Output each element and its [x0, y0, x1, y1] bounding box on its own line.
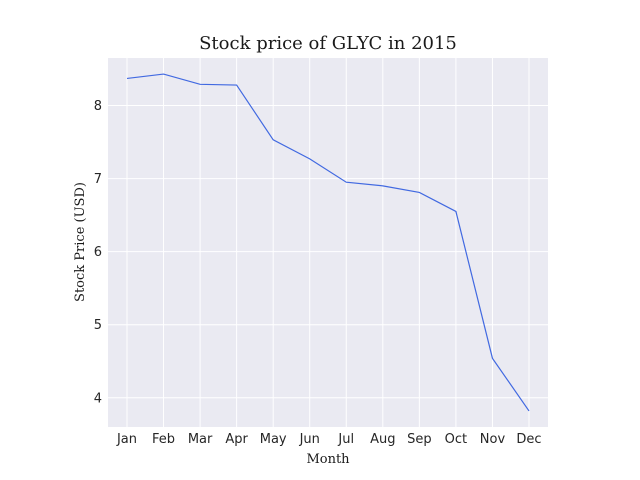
x-tick-label: Oct: [445, 432, 467, 447]
x-tick-label: Feb: [152, 432, 175, 447]
y-tick-label: 4: [94, 391, 102, 406]
y-gridlines: [108, 104, 548, 399]
x-tick-label: Jan: [116, 432, 137, 447]
x-gridlines: [126, 58, 530, 427]
x-tick-label: Nov: [480, 432, 506, 447]
plot-background: [108, 58, 548, 427]
x-tick-label: Sep: [407, 432, 432, 447]
x-tick-label: Apr: [225, 432, 248, 447]
series-line: [126, 73, 530, 412]
y-tick-label: 6: [94, 245, 102, 260]
y-tick-label: 7: [94, 172, 102, 187]
chart-title: Stock price of GLYC in 2015: [199, 33, 457, 54]
x-tick-label: Dec: [516, 432, 541, 447]
y-tick-labels: 4 5 6 7 8: [94, 99, 102, 406]
y-tick-label: 5: [94, 318, 102, 333]
x-tick-label: May: [260, 432, 287, 447]
x-tick-label: Jul: [337, 432, 354, 447]
x-axis-label: Month: [306, 452, 350, 467]
y-axis-label: Stock Price (USD): [73, 182, 88, 302]
x-tick-label: Mar: [188, 432, 213, 447]
y-tick-label: 8: [94, 99, 102, 114]
x-tick-label: Aug: [370, 432, 395, 447]
x-tick-label: Jun: [299, 432, 320, 447]
x-tick-labels: Jan Feb Mar Apr May Jun Jul Aug Sep Oct Nov Dec: [116, 432, 542, 447]
